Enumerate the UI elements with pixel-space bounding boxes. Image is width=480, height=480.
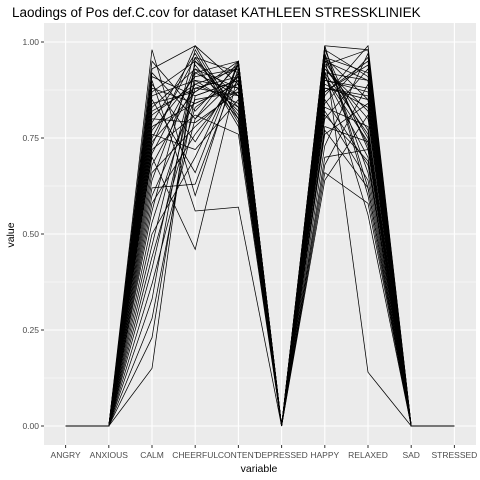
series-line-35 [65,56,455,427]
series-line-41 [65,63,455,427]
x-tick-label: CALM [140,450,164,460]
series-line-43 [65,71,455,427]
x-tick-label: SAD [402,450,419,460]
plot-panel [44,23,476,445]
x-axis-title: variable [241,463,278,475]
series-lines [65,44,455,427]
y-tick-label: 0.00 [22,421,39,431]
x-tick-label: RELAXED [348,450,388,460]
y-tick-label: 0.25 [22,325,39,335]
y-tick-label: 1.00 [22,37,39,47]
x-tick-label: HAPPY [310,450,339,460]
series-line-39 [65,64,455,427]
x-tick-label: DEPRESSED [255,450,307,460]
x-tick-label: CHEERFUL [172,450,218,460]
y-tick-label: 0.75 [22,133,39,143]
chart-title: Laodings of Pos def.C.cov for dataset KA… [12,5,421,20]
x-tick-label: ANXIOUS [90,450,129,460]
x-tick-label: STRESSED [431,450,477,460]
x-tick-label: ANGRY [51,450,81,460]
axes: 0.00 0.25 0.50 0.75 1.00 ANGRY ANXIOUS CALM CHEE… [22,37,477,460]
x-tick-label: CONTENT [218,450,259,460]
series-line-37 [65,72,455,427]
y-tick-label: 0.50 [22,229,39,239]
series-line-40 [65,45,455,427]
series-line-42 [65,56,455,427]
y-axis-title: value [5,222,17,247]
